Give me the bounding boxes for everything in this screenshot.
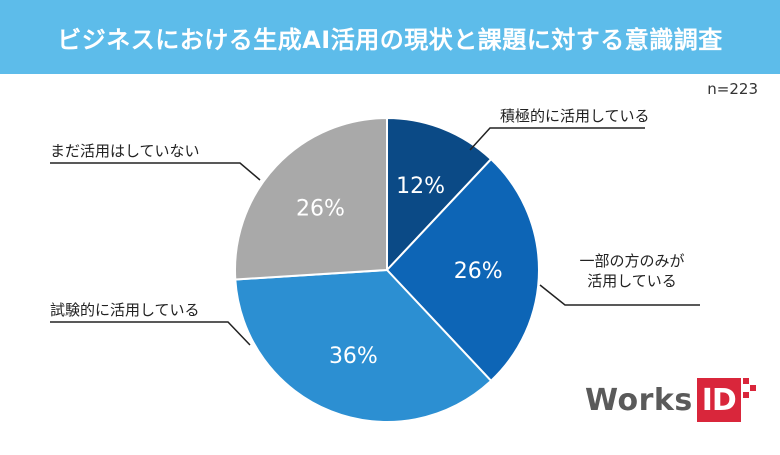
percent-labels: 12% 26% 36% 26% <box>296 174 503 369</box>
logo-word: Works <box>585 382 693 418</box>
title-banner: ビジネスにおける生成AI活用の現状と課題に対する意識調査 <box>0 0 780 74</box>
slice-percent-label-1: 12% <box>396 174 445 199</box>
category-label-line: 一部の方のみが <box>579 252 684 270</box>
callout-line-4 <box>50 162 261 181</box>
slice-percent-label-4: 26% <box>296 197 345 222</box>
works-id-logo: Works ID <box>585 378 757 422</box>
pie-slices <box>234 116 540 423</box>
logo-id-box: ID <box>696 378 741 422</box>
category-label-line: 活用している <box>587 272 677 290</box>
pie-slice-4 <box>234 116 388 281</box>
category-label-line: まだ活用はしていない <box>50 142 200 160</box>
slice-percent-label-3: 36% <box>329 344 378 369</box>
sample-size-label: n=223 <box>707 80 758 98</box>
pie-slice-1 <box>386 116 493 273</box>
category-label-line: 積極的に活用している <box>500 107 650 125</box>
callout-line-3 <box>50 321 251 346</box>
callout-lines <box>50 127 700 346</box>
category-label-line: 試験的に活用している <box>50 301 200 319</box>
callout-line-2 <box>539 284 700 306</box>
logo-dots-icon <box>741 378 757 422</box>
category-labels: 積極的に活用している一部の方のみが活用している試験的に活用しているまだ活用はして… <box>50 107 685 319</box>
category-label-4: まだ活用はしていない <box>50 142 200 160</box>
slice-percent-label-2: 26% <box>454 259 503 284</box>
category-label-2: 一部の方のみが活用している <box>579 252 684 290</box>
callout-line-1 <box>469 127 645 151</box>
category-label-3: 試験的に活用している <box>50 301 200 319</box>
page-title: ビジネスにおける生成AI活用の現状と課題に対する意識調査 <box>57 25 723 54</box>
category-label-1: 積極的に活用している <box>500 107 650 125</box>
pie-slice-2 <box>385 157 540 383</box>
pie-slice-3 <box>234 268 493 423</box>
